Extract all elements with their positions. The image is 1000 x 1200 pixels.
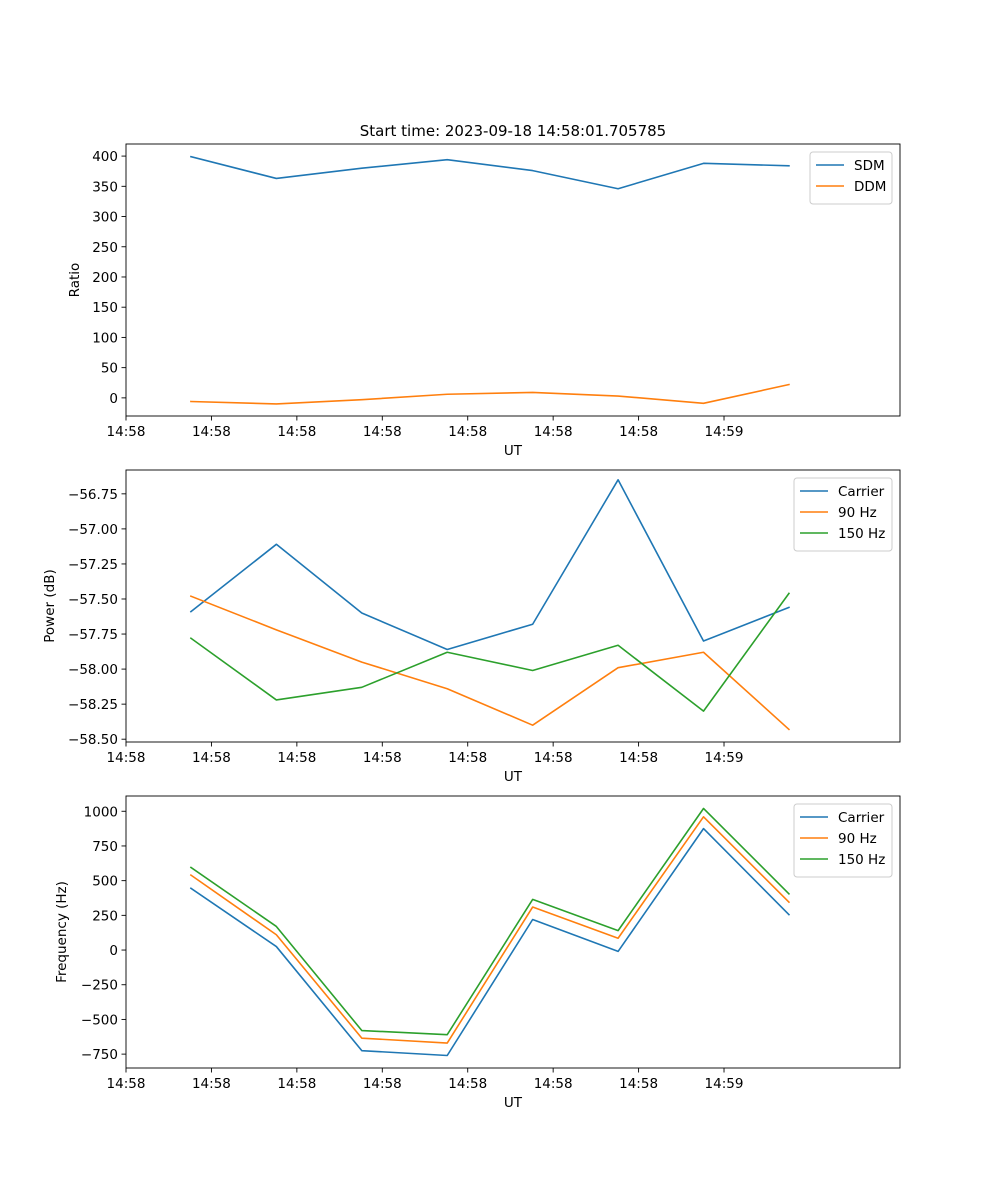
x-tick-label: 14:58: [192, 424, 231, 440]
y-tick-label: 750: [92, 839, 118, 855]
legend-label: DDM: [854, 179, 886, 195]
series-line-90-hz: [189, 595, 791, 731]
y-tick-label: −57.25: [68, 557, 118, 573]
y-tick-label: 300: [92, 210, 118, 226]
y-tick-label: 200: [92, 270, 118, 286]
y-tick-label: 1000: [84, 804, 118, 820]
y-axis-label: Ratio: [67, 263, 83, 298]
x-tick-label: 14:58: [107, 1076, 146, 1092]
series-line-carrier: [189, 827, 791, 1057]
series-line-150-hz: [189, 592, 791, 712]
y-tick-label: −58.50: [68, 732, 118, 748]
legend-label: 90 Hz: [838, 831, 877, 847]
x-tick-label: 14:58: [192, 750, 231, 766]
y-tick-label: −57.50: [68, 592, 118, 608]
y-tick-label: 0: [109, 391, 118, 407]
x-tick-label: 14:59: [705, 1076, 744, 1092]
x-tick-label: 14:58: [448, 750, 487, 766]
x-tick-label: 14:58: [619, 750, 658, 766]
legend-label: Carrier: [838, 484, 885, 500]
x-tick-label: 14:58: [277, 1076, 316, 1092]
axes-frame: [125, 469, 901, 743]
x-tick-label: 14:58: [107, 750, 146, 766]
y-tick-label: −58.25: [68, 697, 118, 713]
x-axis-label: UT: [504, 769, 523, 785]
y-tick-label: 250: [92, 240, 118, 256]
chart-1: 14:58 14:58 14:58 14:58 14:58 14:58 14:58 14:59…: [67, 143, 901, 459]
y-tick-label: −56.75: [68, 487, 118, 503]
y-tick-label: 50: [101, 361, 118, 377]
x-tick-label: 14:59: [705, 750, 744, 766]
x-axis-label: UT: [504, 443, 523, 459]
series-line-ddm: [190, 383, 790, 405]
legend-label: Carrier: [838, 810, 885, 826]
y-tick-label: −250: [81, 978, 118, 994]
x-tick-label: 14:58: [363, 424, 402, 440]
x-tick-label: 14:59: [705, 424, 744, 440]
x-tick-label: 14:58: [619, 1076, 658, 1092]
x-tick-label: 14:58: [619, 424, 658, 440]
y-tick-label: −57.75: [68, 627, 118, 643]
series-line-carrier: [189, 479, 790, 651]
y-axis-label: Frequency (Hz): [54, 881, 70, 983]
y-tick-label: 400: [92, 149, 118, 165]
x-tick-label: 14:58: [363, 1076, 402, 1092]
y-tick-label: −750: [81, 1047, 118, 1063]
y-tick-label: 150: [92, 300, 118, 316]
x-tick-label: 14:58: [277, 424, 316, 440]
x-tick-label: 14:58: [192, 1076, 231, 1092]
y-axis-label: Power (dB): [42, 569, 58, 642]
charts-group: 14:58 14:58 14:58 14:58 14:58 14:58 14:58 14:59…: [42, 143, 901, 1111]
legend: Carrier 90 Hz 150 Hz: [793, 803, 893, 878]
y-tick-label: −500: [81, 1012, 118, 1028]
x-tick-label: 14:58: [448, 1076, 487, 1092]
chart-3: 14:58 14:58 14:58 14:58 14:58 14:58 14:58 14:59…: [54, 795, 901, 1111]
series-line-90-hz: [189, 816, 791, 1044]
legend-label: 150 Hz: [838, 526, 885, 542]
figure-title: Start time: 2023-09-18 14:58:01.705785: [360, 122, 666, 140]
x-tick-label: 14:58: [277, 750, 316, 766]
y-tick-label: 500: [92, 874, 118, 890]
y-tick-label: 0: [109, 943, 118, 959]
y-tick-label: −58.00: [68, 662, 118, 678]
y-tick-label: −57.00: [68, 522, 118, 538]
chart-2: 14:58 14:58 14:58 14:58 14:58 14:58 14:58 14:59…: [42, 469, 901, 785]
x-tick-label: 14:58: [534, 424, 573, 440]
axes-frame: [125, 143, 901, 417]
y-tick-label: 250: [92, 908, 118, 924]
x-tick-label: 14:58: [534, 750, 573, 766]
legend-label: SDM: [854, 158, 885, 174]
x-tick-label: 14:58: [534, 1076, 573, 1092]
legend: Carrier 90 Hz 150 Hz: [793, 477, 893, 552]
legend-label: 90 Hz: [838, 505, 877, 521]
axes-frame: [125, 795, 901, 1069]
x-tick-label: 14:58: [363, 750, 402, 766]
x-tick-label: 14:58: [448, 424, 487, 440]
y-tick-label: 350: [92, 179, 118, 195]
legend-label: 150 Hz: [838, 852, 885, 868]
x-tick-label: 14:58: [107, 424, 146, 440]
x-axis-label: UT: [504, 1095, 523, 1111]
series-line-150-hz: [189, 807, 791, 1036]
series-line-sdm: [189, 155, 790, 190]
legend: SDM DDM: [809, 151, 893, 205]
y-tick-label: 100: [92, 330, 118, 346]
